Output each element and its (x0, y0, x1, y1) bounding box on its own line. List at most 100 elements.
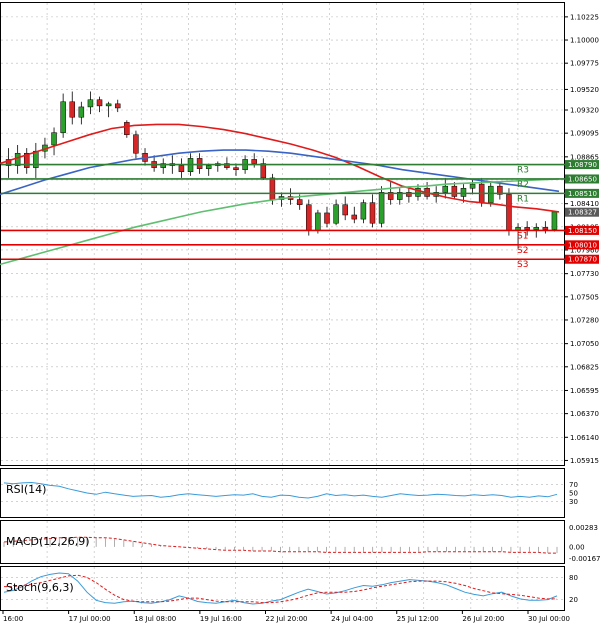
candle[interactable] (360, 199, 367, 224)
price-axis: 1.10225 1.10000 1.09775 1.09520 1.09320 1.090… (565, 13, 600, 604)
x-tick-label: 16:00 (3, 615, 23, 623)
candle-body-bear (251, 159, 257, 164)
candle[interactable] (5, 148, 12, 178)
rsi-panel[interactable] (1, 481, 564, 502)
candle[interactable] (114, 99, 121, 113)
moving-average-line (0, 178, 560, 266)
moving-average-line (0, 123, 560, 213)
level-label-r1: R1 (517, 194, 529, 204)
y-tick-label: 1.07960 (570, 246, 599, 254)
candle[interactable] (60, 93, 66, 138)
candle[interactable] (542, 221, 549, 234)
candle-body-bear (133, 134, 139, 154)
oscillator-tick-label: 0.00 (569, 543, 585, 551)
candle[interactable] (87, 91, 94, 115)
candle[interactable] (23, 148, 30, 174)
y-tick-label: 1.06370 (570, 410, 599, 418)
price-panel[interactable]: R3 R2 R1 S1 S2 S3 (0, 91, 565, 270)
level-price-tag (565, 225, 599, 235)
level-label-s1: S1 (517, 231, 528, 241)
oscillator-line-macd (3, 536, 557, 554)
candle[interactable] (324, 206, 330, 228)
candle-body-bear (296, 199, 303, 205)
level-price-tag (565, 188, 599, 198)
level-price-label: 1.08010 (568, 241, 597, 249)
y-tick-label: 1.07050 (570, 340, 599, 348)
candle[interactable] (260, 158, 267, 180)
y-tick-label: 1.08865 (570, 153, 599, 161)
candle-body-bear (124, 122, 130, 135)
level-price-label: 1.08510 (568, 190, 597, 198)
candle-body-bear (96, 99, 103, 107)
level-price-tag (565, 254, 599, 264)
candle-body-bear (5, 159, 12, 166)
y-tick-label: 1.07730 (570, 270, 599, 278)
panel-frame (0, 520, 565, 564)
y-tick-label: 1.10225 (570, 13, 599, 21)
candle-body-bull (442, 185, 449, 193)
candle-body-bear (506, 194, 512, 231)
candle[interactable] (178, 158, 185, 178)
candle-body-bear (542, 227, 549, 230)
candle-body-bear (324, 212, 330, 224)
y-tick-label: 1.09520 (570, 86, 599, 94)
candle[interactable] (96, 96, 103, 113)
candle[interactable] (378, 186, 385, 228)
stoch-title: Stoch(9,6,3) (6, 581, 74, 594)
candle-body-bear (269, 177, 276, 200)
indicator-labels: RSI(14) MACD(12,26,9) Stoch(9,6,3) (6, 483, 90, 594)
candle-body-bear (306, 204, 312, 231)
candle[interactable] (51, 127, 57, 156)
candle[interactable] (488, 182, 494, 207)
candle-body-bear (369, 202, 376, 224)
candle[interactable] (78, 101, 85, 125)
candle-body-bull (51, 132, 57, 146)
level-price-tag (565, 174, 599, 184)
panel-frame (0, 468, 565, 518)
level-label-r2: R2 (517, 180, 529, 190)
candle[interactable] (397, 188, 403, 205)
candle[interactable] (224, 157, 230, 170)
oscillator-tick-label: 0.00283 (569, 524, 598, 532)
candle-body-bull (533, 227, 540, 230)
panel-frame (0, 2, 565, 466)
candle-body-bear (387, 192, 394, 200)
candle-body-bull (78, 106, 85, 118)
candle[interactable] (497, 182, 503, 200)
candle[interactable] (551, 210, 558, 232)
candle[interactable] (333, 199, 339, 226)
stoch-panel[interactable] (1, 572, 564, 605)
candle-body-bull (397, 192, 403, 200)
candle[interactable] (506, 188, 512, 236)
candle[interactable] (351, 206, 358, 224)
level-price-label: 1.08650 (568, 175, 597, 183)
candle[interactable] (406, 186, 412, 203)
level-price-label: 1.08150 (568, 227, 597, 235)
candle[interactable] (451, 182, 458, 200)
x-tick-label: 26 Jul 20:00 (462, 615, 504, 623)
candle[interactable] (369, 194, 376, 228)
candle[interactable] (469, 178, 476, 195)
candle[interactable] (105, 101, 112, 118)
candle[interactable] (133, 130, 139, 159)
x-tick-label: 24 Jul 04:00 (331, 615, 373, 623)
candle[interactable] (442, 177, 449, 199)
candle[interactable] (160, 158, 166, 174)
candle-body-bull (14, 152, 21, 166)
oscillator-tick-label: 20 (569, 596, 578, 604)
current-price-label: 1.08327 (568, 209, 597, 217)
level-label-r3: R3 (517, 166, 529, 176)
candle[interactable] (69, 91, 75, 125)
candle[interactable] (233, 163, 239, 176)
candle[interactable] (342, 196, 348, 221)
candle[interactable] (205, 163, 212, 176)
candle[interactable] (524, 221, 530, 236)
candle-body-bear (260, 163, 267, 179)
candle[interactable] (196, 153, 203, 174)
x-tick-label: 19 Jul 16:00 (200, 615, 242, 623)
macd-panel[interactable] (3, 536, 558, 554)
candle[interactable] (124, 120, 130, 138)
y-tick-label: 1.07505 (570, 293, 599, 301)
